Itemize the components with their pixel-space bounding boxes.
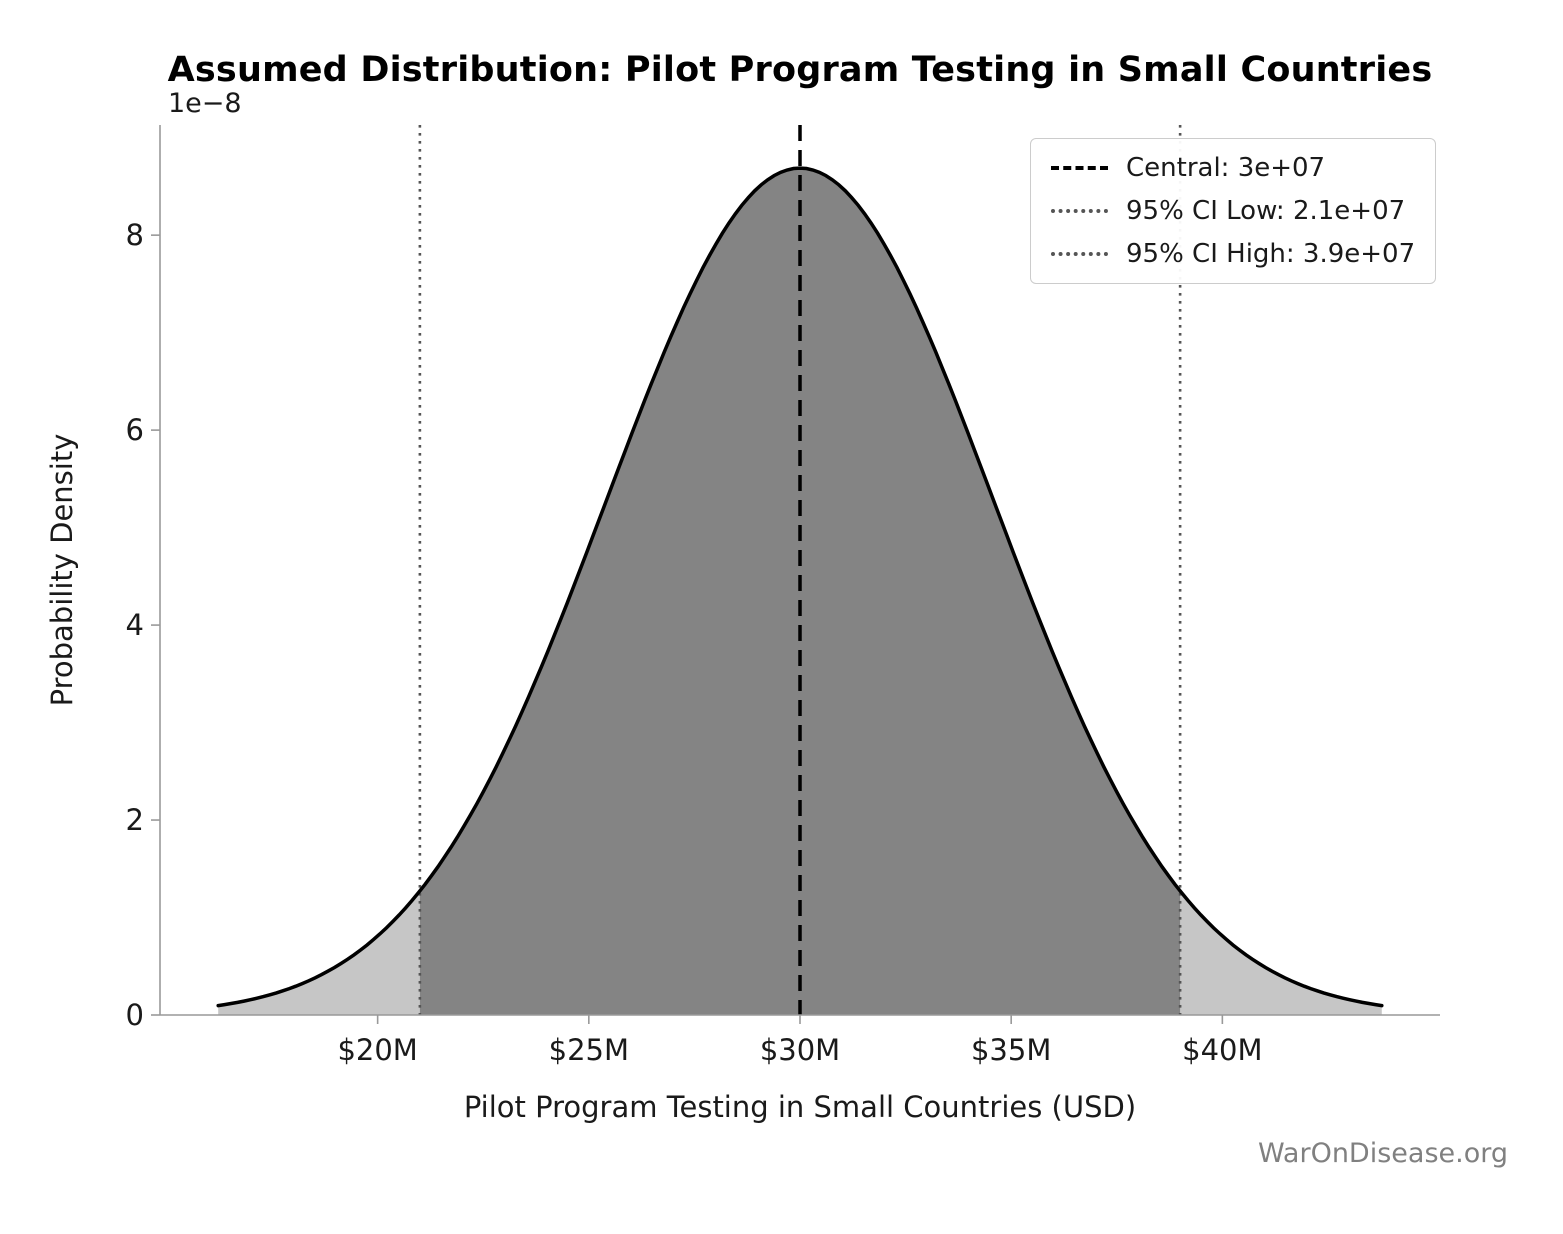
y-axis-label: Probability Density [45, 433, 79, 707]
legend-item-ci-high: 95% CI High: 3.9e+07 [1051, 237, 1415, 271]
chart-title: Assumed Distribution: Pilot Program Test… [167, 50, 1433, 90]
dotted-line-sample-icon [1051, 209, 1108, 213]
y-axis-offset-label: 1e−8 [168, 88, 242, 119]
ci-area [419, 168, 1181, 1016]
legend-label-central: Central: 3e+07 [1126, 153, 1326, 183]
density-curve [216, 166, 1384, 1008]
x-axis-label: Pilot Program Testing in Small Countries… [463, 1090, 1137, 1124]
watermark: WarOnDisease.org [1257, 1138, 1508, 1169]
legend-label-ci-high: 95% CI High: 3.9e+07 [1126, 239, 1416, 269]
legend-label-ci-low: 95% CI Low: 2.1e+07 [1126, 196, 1406, 226]
legend: Central: 3e+07 95% CI Low: 2.1e+07 95% C… [1030, 138, 1437, 284]
legend-item-central: Central: 3e+07 [1051, 151, 1415, 185]
dashed-line-sample-icon [1051, 166, 1108, 170]
dotted-line-sample-icon [1051, 252, 1108, 256]
legend-item-ci-low: 95% CI Low: 2.1e+07 [1051, 194, 1415, 228]
